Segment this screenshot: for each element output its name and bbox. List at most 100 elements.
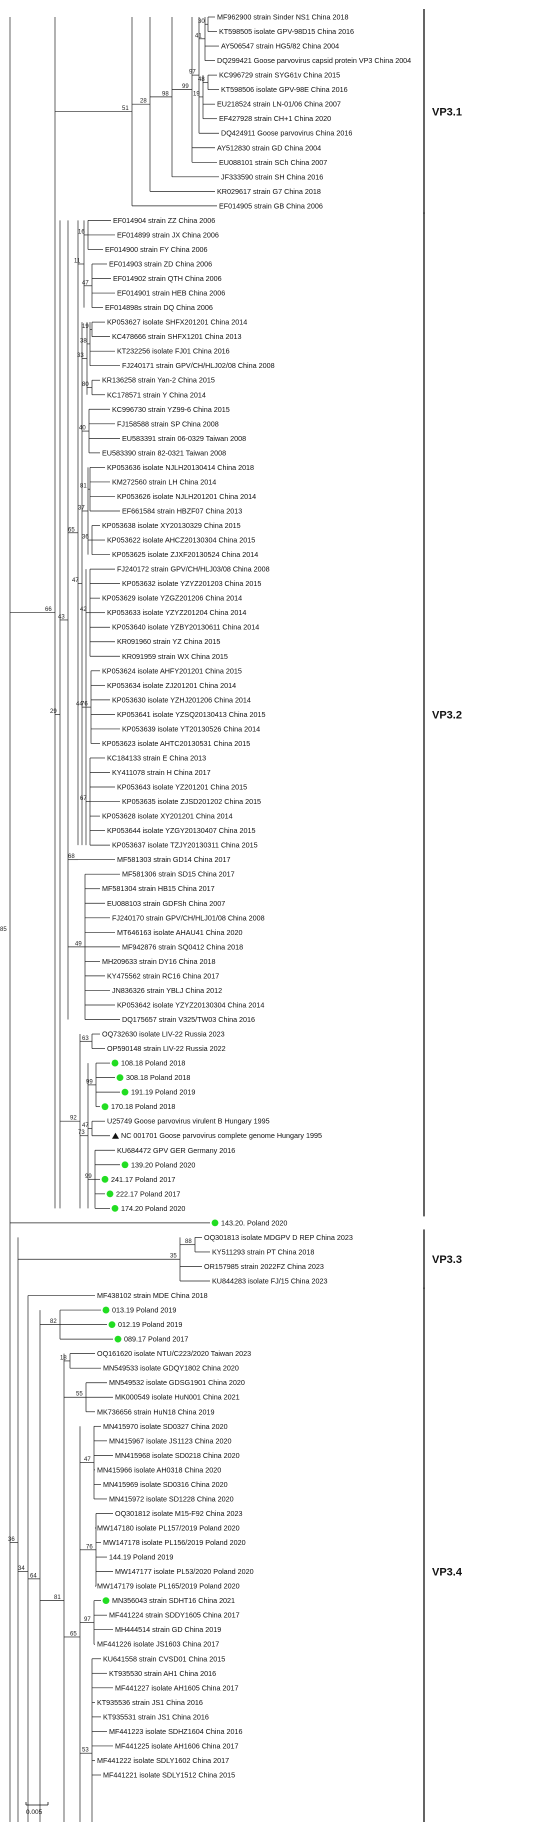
- tip-label: OR157985 strain 2022FZ China 2023: [204, 1262, 324, 1271]
- tip-label: EF014903 strain ZD China 2006: [109, 259, 212, 268]
- bootstrap-value: 85: [0, 927, 7, 933]
- tip-label: MN356043 strain SDHT16 China 2021: [112, 1596, 235, 1605]
- tip-label: KT598506 isolate GPV-98E China 2016: [221, 85, 348, 94]
- tip-label: OQ732630 isolate LIV-22 Russia 2023: [102, 1030, 225, 1039]
- bootstrap-value: 33: [77, 353, 84, 359]
- bootstrap-value: 36: [82, 535, 89, 541]
- tip-label: KP053636 isolate NJLH20130414 China 2018: [107, 463, 254, 472]
- tip-label: OQ301813 isolate MDGPV D REP China 2023: [204, 1233, 353, 1242]
- bootstrap-value: 92: [70, 1116, 77, 1122]
- bootstrap-value: 99: [182, 84, 189, 90]
- clade-brackets: VP3.1 VP3.2 VP3.3 VP3.4: [423, 9, 463, 1822]
- bootstrap-value: 76: [81, 702, 88, 708]
- tip-label: EF661584 strain HBZF07 China 2013: [122, 506, 242, 515]
- tip-label: KM272560 strain LH China 2014: [112, 477, 216, 486]
- bootstrap-value: 28: [140, 99, 147, 105]
- bootstrap-value: 51: [122, 106, 129, 112]
- tip-label: MH444514 strain GD China 2019: [115, 1625, 221, 1634]
- tip-label: KC996730 strain YZ99-6 China 2015: [112, 405, 230, 414]
- tip-label: KT598505 isolate GPV-98D15 China 2016: [219, 27, 354, 36]
- sample-marker-circle: [101, 1175, 109, 1183]
- tip-label: JF333590 strain SH China 2016: [221, 172, 323, 181]
- bootstrap-value: 35: [170, 1254, 177, 1260]
- tip-label: MF441223 isolate SDHZ1604 China 2016: [109, 1727, 242, 1736]
- bootstrap-value: 76: [86, 1544, 93, 1550]
- tip-label: AY506547 strain HG5/82 China 2004: [221, 42, 339, 51]
- tip-label: MW147180 isolate PL157/2019 Poland 2020: [97, 1524, 240, 1533]
- bootstrap-value: 73: [78, 1130, 85, 1136]
- bootstrap-value: 47: [84, 1457, 91, 1463]
- bootstrap-value: 38: [80, 338, 87, 344]
- bootstrap-value: 18: [60, 1355, 67, 1361]
- tip-label: KY511293 strain PT China 2018: [212, 1247, 314, 1256]
- tip-label: 143.20. Poland 2020: [221, 1218, 287, 1227]
- bootstrap-value: 65: [68, 527, 75, 533]
- tip-label: MF441226 isolate JS1603 China 2017: [97, 1640, 219, 1649]
- sample-marker-circle: [114, 1335, 122, 1343]
- clade-label: VP3.4: [432, 1567, 463, 1579]
- tip-label: EF014899 strain JX China 2006: [117, 230, 219, 239]
- tip-label: MF962900 strain Sinder NS1 China 2018: [217, 13, 348, 22]
- tip-label: KP053632 isolate YZYZ201203 China 2015: [122, 579, 261, 588]
- tip-label: 174.20 Poland 2020: [121, 1204, 185, 1213]
- tip-label: KT935530 strain AH1 China 2016: [109, 1669, 216, 1678]
- tip-label: KT232256 isolate FJ01 China 2016: [117, 347, 230, 356]
- tip-labels: MF962900 strain Sinder NS1 China 2018 KT5…: [97, 13, 411, 1780]
- tip-label: MN549532 isolate GDSG1901 China 2020: [109, 1378, 245, 1387]
- scale-label: 0.005: [26, 1809, 43, 1816]
- tip-label: EU218524 strain LN-01/06 China 2007: [217, 100, 341, 109]
- bootstrap-value: 43: [58, 614, 65, 620]
- tip-label: KP053628 isolate XY201201 China 2014: [102, 812, 233, 821]
- bootstrap-value: 81: [80, 484, 87, 490]
- tip-label: FJ240170 strain GPV/CH/HLJ01/08 China 20…: [112, 913, 265, 922]
- tip-label: MN415970 isolate SD0327 China 2020: [103, 1422, 228, 1431]
- bootstrap-value: 97: [84, 1617, 91, 1623]
- tip-label: EF014898s strain DQ China 2006: [105, 303, 213, 312]
- tip-label: KP053641 isolate YZSQ20130413 China 2015: [117, 710, 266, 719]
- bootstrap-value: 82: [50, 1319, 57, 1325]
- tip-label: OQ161620 isolate NTU/C223/2020 Taiwan 20…: [97, 1349, 251, 1358]
- tip-label: KC184133 strain E China 2013: [107, 753, 206, 762]
- tip-label: KP053644 isolate YZGY20130407 China 2015: [107, 826, 256, 835]
- bootstrap-value: 19: [82, 324, 89, 330]
- tip-label: 170.18 Poland 2018: [111, 1102, 175, 1111]
- tip-label: 144.19 Poland 2019: [109, 1553, 173, 1562]
- tip-label: KP053643 isolate YZ201201 China 2015: [117, 783, 247, 792]
- tip-label: MN415966 isolate AH0318 China 2020: [97, 1465, 221, 1474]
- sample-marker-circle: [111, 1204, 119, 1212]
- tip-label: 139.20 Poland 2020: [131, 1160, 195, 1169]
- tip-label: MF441222 isolate SDLY1602 China 2017: [97, 1756, 229, 1765]
- tip-label: MF441227 isolate AH1605 China 2017: [115, 1683, 238, 1692]
- tip-label: MK000549 isolate HuN001 China 2021: [115, 1393, 240, 1402]
- tip-label: EF014900 strain FY China 2006: [105, 245, 208, 254]
- tip-label: KP053633 isolate YZYZ201204 China 2014: [107, 608, 246, 617]
- bootstrap-value: 53: [82, 1748, 89, 1754]
- sample-marker-circle: [106, 1190, 114, 1198]
- tip-label: 222.17 Poland 2017: [116, 1189, 180, 1198]
- tip-label: KT935531 strain JS1 China 2016: [103, 1712, 209, 1721]
- tip-label: 191.19 Poland 2019: [131, 1088, 195, 1097]
- tree-branches: [9, 16, 219, 1822]
- clade-label: VP3.2: [432, 709, 462, 721]
- tip-label: MF441224 strain SDDY1605 China 2017: [109, 1611, 240, 1620]
- sample-marker-circle: [121, 1088, 129, 1096]
- tip-label: KP053622 isolate AHCZ20130304 China 2015: [107, 536, 255, 545]
- tip-label: 308.18 Poland 2018: [126, 1073, 190, 1082]
- tip-label: MF441221 isolate SDLY1512 China 2015: [103, 1771, 235, 1780]
- sample-marker-circle: [116, 1074, 124, 1082]
- reference-marker-triangle: [112, 1132, 119, 1139]
- tip-label: EF014904 strain ZZ China 2006: [113, 216, 215, 225]
- tip-label: MN415967 isolate JS1123 China 2020: [109, 1436, 232, 1445]
- bootstrap-values: 30 41 48 19 97 99 98 28 51 16 47 11 19 38 80 33 40 81 36 37…: [0, 19, 205, 1754]
- tip-label: KP053630 isolate YZHJ201206 China 2014: [112, 695, 251, 704]
- tip-label: EU088103 strain GDFSh China 2007: [107, 899, 225, 908]
- bootstrap-value: 88: [185, 1239, 192, 1245]
- tip-label: DQ299421 Goose parvovirus capsid protein…: [217, 56, 411, 65]
- tip-label: KY411078 strain H China 2017: [112, 768, 211, 777]
- bootstrap-value: 65: [70, 1631, 77, 1637]
- tip-label: KP053642 isolate YZYZ20130304 China 2014: [117, 1000, 264, 1009]
- tip-label: EF014901 strain HEB China 2006: [117, 289, 225, 298]
- bootstrap-value: 37: [78, 505, 85, 511]
- tip-label: KR029617 strain G7 China 2018: [217, 187, 321, 196]
- bootstrap-value: 44: [76, 702, 83, 708]
